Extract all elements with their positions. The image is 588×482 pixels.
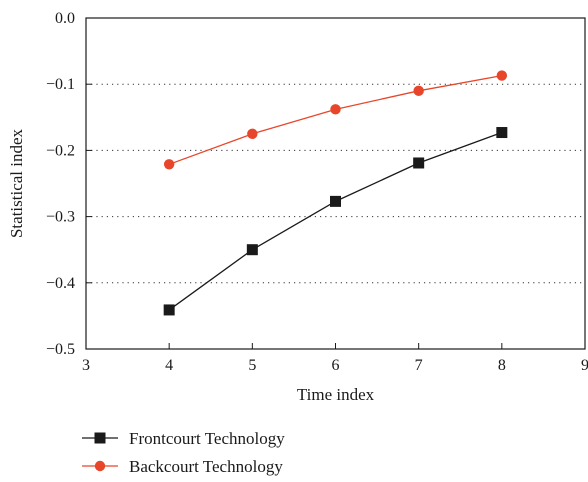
y-axis-label: Statistical index [7, 128, 26, 238]
legend-marker [94, 460, 106, 472]
data-point [246, 244, 258, 256]
series-layer [163, 70, 508, 316]
y-tick-label: −0.2 [46, 142, 75, 159]
x-axis-label: Time index [297, 385, 375, 404]
x-tick-label: 7 [415, 357, 423, 374]
axis-ticks [85, 17, 586, 350]
legend-marker [94, 432, 106, 444]
x-tick-label: 6 [332, 357, 340, 374]
legend-label: Frontcourt Technology [129, 429, 285, 448]
y-tick-label: −0.4 [46, 275, 75, 292]
series-frontcourt [163, 127, 508, 316]
series-line [168, 131, 503, 311]
legend: Frontcourt Technology Backcourt Technolog… [82, 429, 285, 476]
tick-labels: 3 4 5 6 7 8 9 0.0 −0.1 −0.2 −0.3 −0.4 −0.5 [46, 10, 588, 374]
data-point [330, 104, 341, 115]
legend-label: Backcourt Technology [129, 457, 283, 476]
data-point [413, 157, 425, 169]
y-tick-label: −0.1 [46, 76, 75, 93]
data-point [247, 128, 258, 140]
plot-frame [85, 17, 586, 350]
data-point [496, 70, 508, 81]
data-point [163, 304, 175, 316]
y-tick-label: −0.3 [46, 209, 75, 226]
y-tick-label: −0.5 [46, 341, 75, 358]
legend-item: Frontcourt Technology [82, 429, 285, 448]
x-tick-label: 3 [82, 357, 90, 374]
x-tick-label: 4 [165, 357, 173, 374]
x-tick-label: 8 [498, 357, 506, 374]
x-tick-label: 5 [248, 357, 256, 374]
y-tick-label: 0.0 [55, 10, 75, 27]
legend-item: Backcourt Technology [82, 457, 283, 476]
data-point [163, 159, 175, 170]
data-point [413, 85, 424, 97]
data-point [330, 195, 341, 207]
series-backcourt [163, 70, 508, 170]
x-tick-label: 9 [581, 357, 588, 374]
data-point [496, 127, 508, 139]
